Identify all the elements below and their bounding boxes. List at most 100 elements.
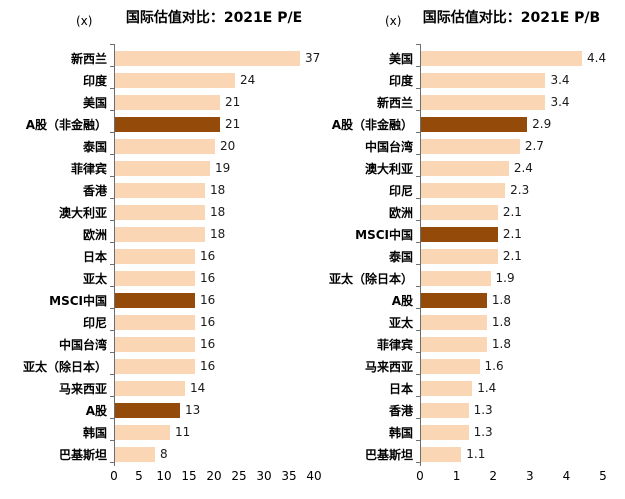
bar	[421, 270, 491, 286]
x-tick-label: 30	[256, 469, 272, 483]
bar-row: 印尼 2.3	[332, 179, 624, 201]
value-label: 18	[210, 205, 226, 219]
value-label: 16	[200, 293, 216, 307]
highlighted-bar	[115, 116, 220, 132]
value-label: 13	[185, 403, 201, 417]
bar	[421, 182, 506, 198]
category-label: A股	[332, 292, 420, 309]
category-label: 新西兰	[332, 94, 420, 111]
y-axis-tick-marks	[110, 44, 114, 467]
category-label: 中国台湾	[332, 138, 420, 155]
bar-track: 1.8	[421, 292, 604, 308]
bar-track: 18	[115, 204, 315, 220]
category-label: 香港	[2, 182, 114, 199]
bar-row: 印度 3.4	[332, 69, 624, 91]
x-tick-label: 1	[452, 469, 461, 483]
category-label: 菲律宾	[332, 336, 420, 353]
value-label: 20	[220, 139, 236, 153]
bar-row: 印尼 16	[2, 311, 332, 333]
x-tick-label: 5	[135, 469, 143, 483]
bar-row: 韩国 1.3	[332, 421, 624, 443]
value-label: 1.3	[473, 425, 493, 439]
bar-row: 印度 24	[2, 69, 332, 91]
bar-row: 马来西亚 1.6	[332, 355, 624, 377]
bar-rows: 新西兰 37 印度 24 美国 21 A股（非金融） 21 泰国 20 菲律宾 19 香港 18 澳大利亚 1…	[2, 47, 332, 465]
value-label: 1.4	[477, 381, 497, 395]
bar	[115, 336, 195, 352]
category-label: 印度	[2, 72, 114, 89]
value-label: 2.7	[524, 139, 544, 153]
category-label: 亚太（除日本）	[329, 270, 420, 287]
x-tick-label: 20	[206, 469, 222, 483]
category-label-text: 香港	[82, 183, 107, 198]
category-label: 菲律宾	[2, 160, 114, 177]
category-label-text: A股	[85, 403, 107, 418]
category-label: 澳大利亚	[2, 204, 114, 221]
category-label-text: 美国	[82, 95, 107, 110]
bar	[115, 314, 195, 330]
value-label: 2.9	[532, 117, 552, 131]
category-label-text: 新西兰	[376, 95, 413, 110]
bar-row: MSCI中国 16	[2, 289, 332, 311]
bar-track: 2.1	[421, 226, 604, 242]
highlighted-bar	[421, 226, 498, 242]
category-label: 印度	[332, 72, 420, 89]
category-label: 马来西亚	[332, 358, 420, 375]
bar	[421, 402, 469, 418]
bar-row: 欧洲 2.1	[332, 201, 624, 223]
x-tick-label: 5	[599, 469, 607, 483]
category-label-text: 韩国	[388, 425, 413, 440]
bar	[115, 204, 205, 220]
bar-row: 巴基斯坦 8	[2, 443, 332, 465]
bar	[115, 270, 195, 286]
value-label: 21	[225, 117, 241, 131]
bar-track: 20	[115, 138, 315, 154]
category-label: 泰国	[332, 248, 420, 265]
bar-track: 2.1	[421, 248, 604, 264]
bar-track: 2.1	[421, 204, 604, 220]
bar-track: 16	[115, 314, 315, 330]
category-label-text: 澳大利亚	[58, 205, 107, 220]
chart-header: (x) 国际估值对比：2021E P/B	[332, 0, 624, 47]
value-label: 1.1	[466, 447, 486, 461]
bar-row: 日本 1.4	[332, 377, 624, 399]
bar-track: 1.1	[421, 446, 604, 462]
bar-rows: 美国 4.4 印度 3.4 新西兰 3.4 A股（非金融） 2.9 中国台湾 2.7 澳大利亚 2.4…	[329, 47, 624, 465]
bar-track: 1.4	[421, 380, 604, 396]
category-label-text: 中国台湾	[364, 139, 413, 154]
category-label: 美国	[332, 50, 420, 67]
category-label: MSCI中国	[332, 226, 420, 243]
category-label: 澳大利亚	[332, 160, 420, 177]
category-label: 巴基斯坦	[332, 446, 420, 463]
bar-row: 泰国 2.1	[332, 245, 624, 267]
x-tick-label: 25	[231, 469, 247, 483]
category-label-text: A股（非金融）	[25, 117, 107, 132]
bar-row: 中国台湾 2.7	[332, 135, 624, 157]
bar	[421, 358, 480, 374]
plot-area: 美国 4.4 印度 3.4 新西兰 3.4 A股（非金融） 2.9 中国台湾 2.7 澳大利亚 2.4…	[329, 44, 624, 467]
bar	[115, 424, 170, 440]
bar	[421, 380, 473, 396]
bar	[421, 138, 520, 154]
category-label: 马来西亚	[2, 380, 114, 397]
value-label: 8	[160, 447, 168, 461]
category-label-text: 印尼	[82, 315, 107, 330]
bar-track: 16	[115, 292, 315, 308]
chart-title: 国际估值对比：2021E P/E	[125, 10, 303, 26]
category-label-text: A股（非金融）	[331, 117, 413, 132]
unit-label: (x)	[76, 14, 93, 28]
value-label: 21	[225, 95, 241, 109]
bar-row: 欧洲 18	[2, 223, 332, 245]
y-axis-line	[420, 44, 421, 466]
bar-track: 1.9	[421, 270, 604, 286]
bar-track: 2.7	[421, 138, 604, 154]
bar	[421, 446, 462, 462]
bar	[115, 446, 155, 462]
bar	[421, 94, 546, 110]
bar	[115, 248, 195, 264]
bar	[115, 358, 195, 374]
bar-track: 24	[115, 72, 315, 88]
category-label-text: 菲律宾	[376, 337, 413, 352]
y-axis-line	[114, 44, 115, 466]
value-label: 18	[210, 227, 226, 241]
